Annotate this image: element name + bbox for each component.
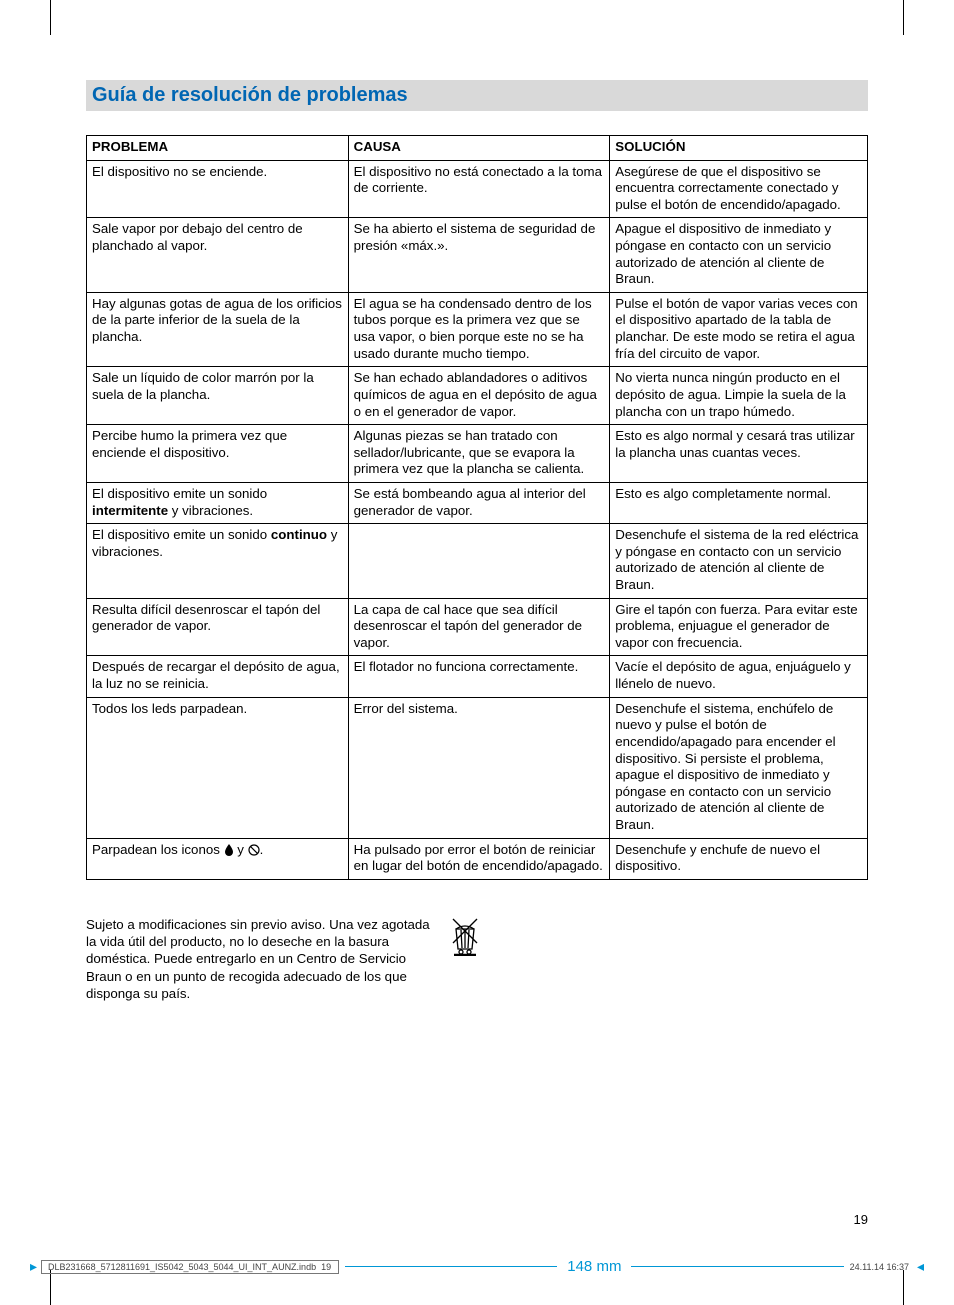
cause-cell: Error del sistema. [348, 697, 610, 838]
solution-cell: Desenchufe el sistema de la red eléctric… [610, 524, 868, 598]
solution-cell: No vierta nunca ningún producto en el de… [610, 367, 868, 425]
table-row: Después de recargar el depósito de agua,… [87, 656, 868, 697]
text: . [260, 842, 264, 857]
solution-cell: Asegúrese de que el dispositivo se encue… [610, 160, 868, 218]
table-row: El dispositivo emite un sonido intermite… [87, 482, 868, 523]
text: y vibraciones. [168, 503, 253, 518]
arrow-left-icon: ▸ [30, 1258, 37, 1275]
weee-bin-icon [450, 916, 480, 956]
table-row: Sale un líquido de color marrón por la s… [87, 367, 868, 425]
table-row: Todos los leds parpadean. Error del sist… [87, 697, 868, 838]
cause-cell [348, 524, 610, 598]
text: El dispositivo emite un sonido [92, 527, 271, 542]
bold-text: intermitente [92, 503, 168, 518]
problem-cell: Después de recargar el depósito de agua,… [87, 656, 349, 697]
prohibit-icon [248, 844, 260, 856]
cause-cell: Se está bombeando agua al interior del g… [348, 482, 610, 523]
bold-text: continuo [271, 527, 327, 542]
ruler-line [631, 1266, 843, 1267]
cause-cell: Se ha abierto el sistema de seguridad de… [348, 218, 610, 292]
cause-cell: Se han echado ablandadores o aditivos qu… [348, 367, 610, 425]
drop-icon [224, 844, 234, 856]
table-header: PROBLEMA [87, 136, 349, 161]
print-metadata-bar: ▸ DLB231668_5712811691_IS5042_5043_5044_… [30, 1258, 924, 1275]
solution-cell: Gire el tapón con fuerza. Para evitar es… [610, 598, 868, 656]
problem-cell: Sale un líquido de color marrón por la s… [87, 367, 349, 425]
problem-cell: Percibe humo la primera vez que enciende… [87, 425, 349, 483]
problem-cell: Hay algunas gotas de agua de los orifici… [87, 292, 349, 366]
solution-cell: Desenchufe el sistema, enchúfelo de nuev… [610, 697, 868, 838]
cause-cell: El agua se ha condensado dentro de los t… [348, 292, 610, 366]
table-header-row: PROBLEMA CAUSA SOLUCIÓN [87, 136, 868, 161]
page-number: 19 [854, 1212, 868, 1227]
solution-cell: Apague el dispositivo de inmediato y pón… [610, 218, 868, 292]
crop-mark [903, 1270, 904, 1305]
problem-cell: El dispositivo emite un sonido continuo … [87, 524, 349, 598]
table-row: Percibe humo la primera vez que enciende… [87, 425, 868, 483]
table-header: CAUSA [348, 136, 610, 161]
crop-mark [50, 0, 51, 35]
table-row: Sale vapor por debajo del centro de plan… [87, 218, 868, 292]
solution-cell: Esto es algo completamente normal. [610, 482, 868, 523]
solution-cell: Pulse el botón de vapor varias veces con… [610, 292, 868, 366]
problem-cell: El dispositivo no se enciende. [87, 160, 349, 218]
cause-cell: El dispositivo no está conectado a la to… [348, 160, 610, 218]
table-row: Resulta difícil desenroscar el tapón del… [87, 598, 868, 656]
problem-cell: Todos los leds parpadean. [87, 697, 349, 838]
ruler-line [345, 1266, 557, 1267]
table-row: El dispositivo emite un sonido continuo … [87, 524, 868, 598]
troubleshooting-table: PROBLEMA CAUSA SOLUCIÓN El dispositivo n… [86, 135, 868, 880]
text: Parpadean los iconos [92, 842, 224, 857]
document-page: Guía de resolución de problemas PROBLEMA… [86, 80, 868, 1230]
problem-cell: El dispositivo emite un sonido intermite… [87, 482, 349, 523]
problem-cell: Parpadean los iconos y . [87, 838, 349, 879]
crop-mark [903, 0, 904, 35]
section-heading: Guía de resolución de problemas [86, 80, 868, 111]
print-timestamp: 24.11.14 16:37 [850, 1262, 913, 1272]
crop-mark [50, 1270, 51, 1305]
cause-cell: Ha pulsado por error el botón de reinici… [348, 838, 610, 879]
ruler-measurement: 148 mm [563, 1258, 625, 1275]
print-frame: DLB231668_5712811691_IS5042_5043_5044_UI… [41, 1260, 339, 1274]
text: y [234, 842, 248, 857]
problem-cell: Resulta difícil desenroscar el tapón del… [87, 598, 349, 656]
print-page-number: 19 [316, 1262, 336, 1272]
problem-cell: Sale vapor por debajo del centro de plan… [87, 218, 349, 292]
solution-cell: Vacíe el depósito de agua, enjuáguelo y … [610, 656, 868, 697]
cause-cell: Algunas piezas se han tratado con sellad… [348, 425, 610, 483]
text: El dispositivo emite un sonido [92, 486, 267, 501]
cause-cell: El flotador no funciona correctamente. [348, 656, 610, 697]
solution-cell: Esto es algo normal y cesará tras utiliz… [610, 425, 868, 483]
print-filename: DLB231668_5712811691_IS5042_5043_5044_UI… [44, 1262, 316, 1272]
arrow-right-icon: ◂ [917, 1258, 924, 1275]
table-row: El dispositivo no se enciende. El dispos… [87, 160, 868, 218]
table-header: SOLUCIÓN [610, 136, 868, 161]
solution-cell: Desenchufe y enchufe de nuevo el disposi… [610, 838, 868, 879]
table-row: Hay algunas gotas de agua de los orifici… [87, 292, 868, 366]
table-row: Parpadean los iconos y . Ha pulsado por … [87, 838, 868, 879]
cause-cell: La capa de cal hace que sea difícil dese… [348, 598, 610, 656]
disposal-text: Sujeto a modificaciones sin previo aviso… [86, 916, 436, 1002]
footer-note: Sujeto a modificaciones sin previo aviso… [86, 916, 868, 1002]
